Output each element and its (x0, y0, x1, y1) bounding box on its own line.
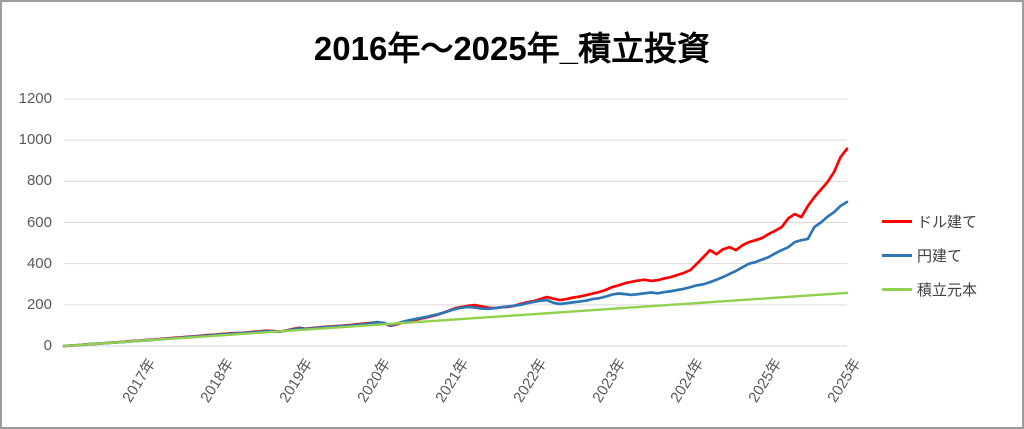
legend-label-usd: ドル建て (917, 213, 978, 231)
y-tick-label: 400 (26, 254, 52, 272)
legend-line-jpy-icon (882, 253, 912, 257)
legend-item-usd: ドル建て (882, 204, 1022, 238)
chart-title: 2016年～2025年_積立投資 (313, 30, 711, 67)
series-line-0 (62, 147, 849, 348)
legend-label-jpy: 円建て (917, 247, 963, 265)
legend: ドル建て 円建て 積立元本 (882, 204, 1022, 306)
y-tick-label: 1200 (18, 90, 52, 107)
y-tick-label: 1000 (18, 131, 52, 149)
y-tick-label: 600 (26, 213, 52, 231)
y-tick-label: 200 (26, 295, 52, 313)
y-tick-label: 800 (26, 172, 52, 190)
legend-item-jpy: 円建て (882, 238, 1022, 272)
legend-line-usd-icon (882, 219, 912, 223)
series-line-1 (62, 200, 849, 348)
legend-item-principal: 積立元本 (882, 272, 1022, 306)
legend-label-principal: 積立元本 (917, 281, 978, 299)
series-line-2 (62, 291, 849, 348)
legend-line-principal-icon (882, 287, 912, 291)
y-tick-label: 0 (43, 337, 52, 354)
